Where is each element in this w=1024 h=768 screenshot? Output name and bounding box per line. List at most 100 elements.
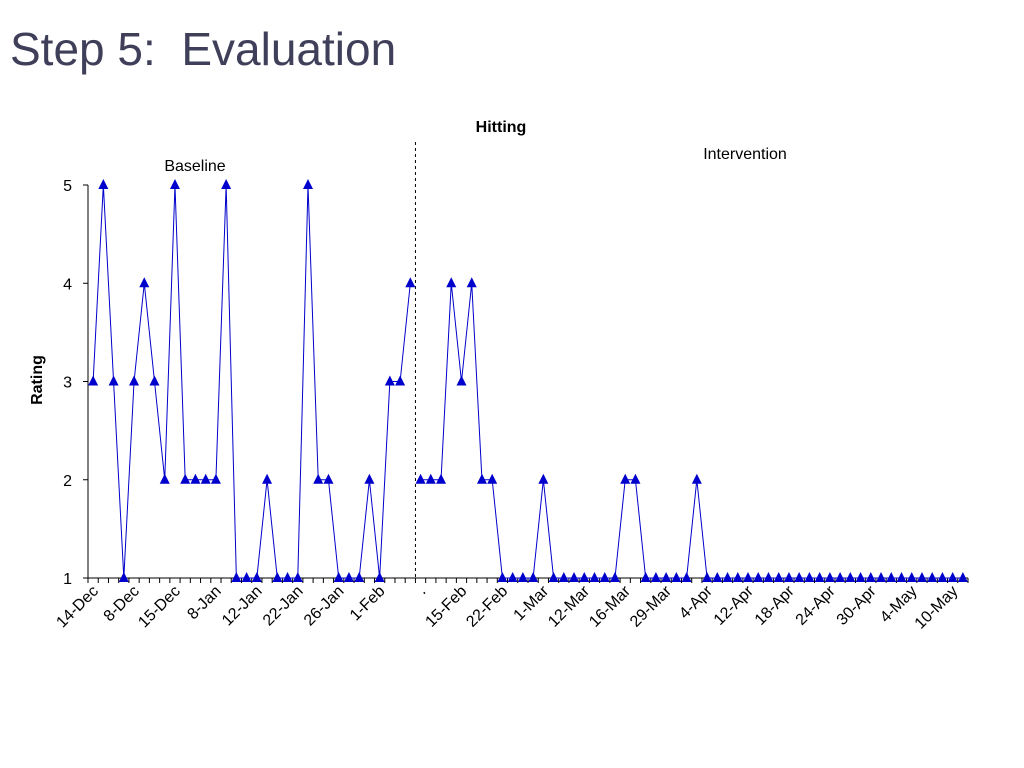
data-point-marker: [180, 473, 191, 484]
data-point-marker: [671, 572, 682, 582]
data-point-marker: [169, 179, 180, 189]
data-point-marker: [579, 572, 590, 582]
data-point-marker: [108, 375, 119, 386]
intervention-annotation: Intervention: [703, 146, 787, 163]
y-tick-label: 4: [63, 276, 72, 293]
data-point-marker: [640, 572, 651, 582]
data-point-marker: [159, 473, 170, 484]
data-point-marker: [937, 572, 948, 582]
y-tick-label: 1: [63, 571, 72, 588]
data-point-marker: [149, 375, 160, 386]
data-point-marker: [251, 572, 262, 582]
data-point-marker: [620, 473, 631, 484]
data-point-marker: [916, 572, 927, 582]
data-point-marker: [364, 473, 375, 484]
series-line-intervention: [420, 283, 963, 579]
data-point-marker: [405, 277, 416, 288]
y-tick-label: 2: [63, 473, 72, 490]
data-point-marker: [957, 572, 968, 582]
data-point-marker: [231, 572, 242, 582]
data-point-marker: [425, 473, 436, 484]
x-tick-label: 22-Jan: [260, 583, 307, 630]
data-point-marker: [794, 572, 805, 582]
data-point-marker: [896, 572, 907, 582]
x-tick-label: 14-Dec: [53, 583, 101, 631]
data-point-marker: [354, 572, 365, 582]
y-ticks: 1 2 3 4 5: [63, 178, 88, 588]
data-point-marker: [886, 572, 897, 582]
data-point-marker: [446, 277, 457, 288]
data-point-marker: [466, 277, 477, 288]
data-point-marker: [814, 572, 825, 582]
x-tick-label: 18-Apr: [752, 582, 798, 628]
data-point-marker: [210, 473, 221, 484]
data-point-marker: [118, 572, 129, 582]
chart-title: Hitting: [476, 119, 527, 136]
data-point-marker: [333, 572, 344, 582]
data-point-marker: [528, 572, 539, 582]
data-point-marker: [804, 572, 815, 582]
data-point-marker: [129, 375, 140, 386]
data-point-marker: [876, 572, 887, 582]
data-point-marker: [241, 572, 252, 582]
x-tick-label: 16-Mar: [586, 582, 634, 630]
data-point-marker: [292, 572, 303, 582]
data-point-marker: [558, 572, 569, 582]
data-point-marker: [384, 375, 395, 386]
data-point-marker: [609, 572, 620, 582]
data-point-marker: [200, 473, 211, 484]
data-point-marker: [221, 179, 232, 189]
data-point-marker: [497, 572, 508, 582]
data-point-marker: [98, 179, 109, 189]
data-point-marker: [517, 572, 528, 582]
baseline-annotation: Baseline: [164, 158, 225, 175]
data-point-marker: [190, 473, 201, 484]
data-point-marker: [569, 572, 580, 582]
data-point-marker: [743, 572, 753, 582]
data-point-marker: [487, 473, 498, 484]
x-tick-label: 12-Jan: [219, 583, 266, 630]
data-point-marker: [650, 572, 661, 582]
data-point-marker: [548, 572, 559, 582]
data-point-marker: [906, 572, 917, 582]
y-tick-label: 5: [63, 178, 72, 195]
data-point-marker: [272, 572, 283, 582]
x-tick-label: 15-Dec: [135, 583, 183, 631]
data-point-marker: [722, 572, 733, 582]
data-point-marker: [681, 572, 692, 582]
data-point-marker: [630, 473, 641, 484]
data-point-marker: [88, 375, 99, 386]
y-axis-label: Rating: [29, 355, 46, 405]
data-point-marker: [395, 375, 406, 386]
data-point-marker: [589, 572, 600, 582]
y-tick-label: 3: [63, 375, 72, 392]
data-point-marker: [783, 572, 794, 582]
data-point-marker: [476, 473, 487, 484]
data-point-marker: [763, 572, 774, 582]
data-point-marker: [927, 572, 938, 582]
data-point-marker: [753, 572, 764, 582]
data-point-marker: [599, 572, 610, 582]
data-point-marker: [947, 572, 958, 582]
data-point-marker: [262, 473, 273, 484]
x-tick-label: 1-Feb: [347, 583, 389, 625]
x-tick-label: 10-May: [912, 583, 962, 633]
data-point-marker: [835, 572, 846, 582]
data-point-marker: [303, 179, 313, 189]
x-tick-label: 24-Apr: [793, 582, 839, 628]
data-point-marker: [824, 572, 835, 582]
axes: [87, 185, 968, 579]
data-point-marker: [415, 473, 426, 484]
data-point-marker: [712, 572, 723, 582]
data-point-marker: [436, 473, 447, 484]
data-point-marker: [865, 572, 876, 582]
slide-title: Step 5: Evaluation: [10, 23, 397, 75]
x-tick-label: 15-Feb: [422, 583, 470, 631]
x-tick-label: 29-Mar: [627, 582, 675, 630]
data-point-marker: [139, 277, 150, 288]
data-point-marker: [507, 572, 518, 582]
data-point-marker: [313, 473, 324, 484]
data-point-marker: [691, 473, 702, 484]
